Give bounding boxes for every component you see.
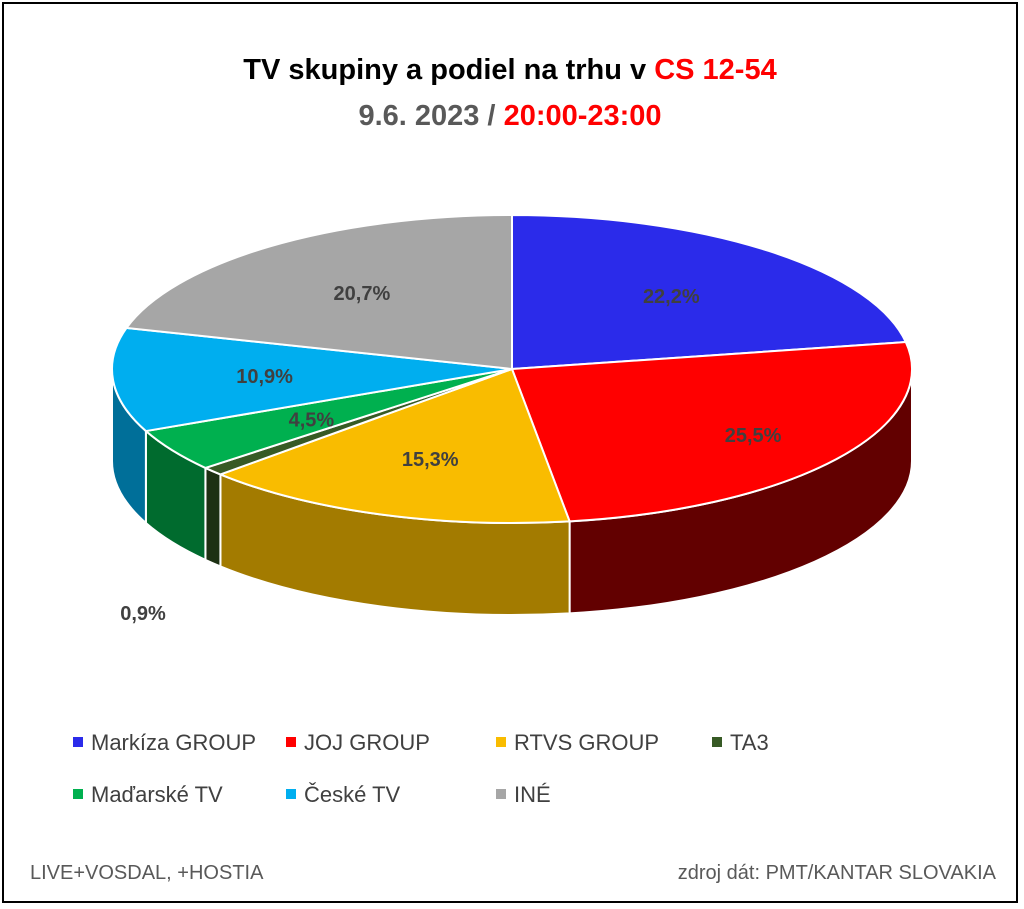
pie-slice-1 bbox=[511, 214, 907, 370]
footer-note: LIVE+VOSDAL, +HOSTIA bbox=[30, 862, 264, 884]
legend-item: Maďarské TV bbox=[73, 782, 223, 808]
pie-slice-3 bbox=[219, 368, 571, 524]
data-label-3: 15,3% bbox=[402, 449, 459, 471]
legend-label: RTVS GROUP bbox=[514, 730, 660, 755]
pie-slice-6 bbox=[111, 326, 513, 433]
legend-label: JOJ GROUP bbox=[304, 730, 430, 755]
legend-item: INÉ bbox=[496, 782, 551, 808]
legend-swatch bbox=[496, 789, 506, 800]
legend-label: České TV bbox=[304, 782, 401, 807]
legend-swatch bbox=[73, 737, 83, 748]
data-label-7: 20,7% bbox=[334, 283, 391, 305]
pie-slice-7 bbox=[125, 214, 513, 370]
legend-label: Maďarské TV bbox=[91, 782, 223, 807]
subtitle-time: 20:00-23:00 bbox=[503, 100, 662, 132]
data-label-1: 22,2% bbox=[643, 286, 700, 308]
footer-source: zdroj dát: PMT/KANTAR SLOVAKIA bbox=[677, 862, 996, 884]
data-label-4: 0,9% bbox=[120, 603, 166, 625]
legend-item: RTVS GROUP bbox=[496, 730, 659, 756]
pie-side-4 bbox=[204, 466, 222, 568]
legend-label: TA3 bbox=[730, 730, 769, 755]
pie-slice-2 bbox=[511, 341, 913, 523]
data-label-2: 25,5% bbox=[725, 425, 782, 447]
legend-swatch bbox=[712, 737, 722, 748]
legend-label: Markíza GROUP bbox=[91, 730, 257, 755]
subtitle-date: 9.6. 2023 / bbox=[358, 100, 504, 132]
title-highlight: CS 12-54 bbox=[654, 54, 777, 86]
data-label-5: 4,5% bbox=[289, 409, 335, 431]
legend-item: České TV bbox=[286, 782, 400, 808]
chart-subtitle: 9.6. 2023 / 20:00-23:00 bbox=[4, 100, 1016, 133]
legend-label: INÉ bbox=[514, 782, 551, 807]
legend-swatch bbox=[73, 789, 83, 800]
title-text: TV skupiny a podiel na trhu v bbox=[243, 54, 655, 86]
legend-item: JOJ GROUP bbox=[286, 730, 430, 756]
legend-swatch bbox=[286, 789, 296, 800]
legend-item: TA3 bbox=[712, 730, 769, 756]
chart-title: TV skupiny a podiel na trhu v CS 12-54 bbox=[4, 54, 1016, 87]
legend-swatch bbox=[496, 737, 506, 748]
legend-item: Markíza GROUP bbox=[73, 730, 256, 756]
data-label-6: 10,9% bbox=[236, 366, 293, 388]
legend-swatch bbox=[286, 737, 296, 748]
